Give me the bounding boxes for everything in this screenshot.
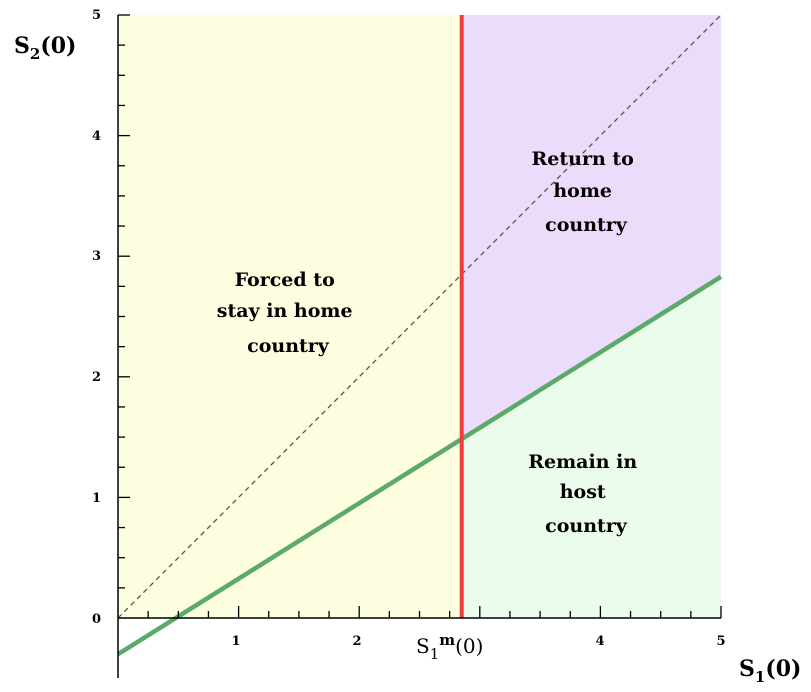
y-axis-title: S2(0) [14,33,76,63]
y-tick-label: 4 [92,129,101,144]
x-axis-title: S1(0) [739,656,801,686]
region-label-forced-to-stay: Forced to stay in home country [217,269,359,357]
x-tick-label: 1 [231,634,240,649]
axes [117,14,722,678]
y-tick-label: 1 [92,491,101,506]
y-tick-label: 5 [92,8,101,23]
region-return-home [461,15,721,440]
threshold-label: S1m(0) [416,631,483,663]
x-tick-label: 5 [716,634,725,649]
region-forced-to-stay [118,15,462,618]
x-tick-label: 2 [352,634,361,649]
x-tick-marks [147,606,722,618]
x-tick-label: 4 [595,634,604,649]
return-boundary-line [116,274,723,657]
y-tick-label: 0 [92,612,101,627]
y-tick-marks [118,14,130,589]
diagonal-45-degree-line [117,14,722,619]
region-remain-in-host [461,276,721,618]
y-tick-label: 3 [92,249,101,264]
region-label-remain-in-host: Remain in host country [528,451,644,537]
y-tick-label: 2 [92,370,101,385]
region-label-return-home: Return to home country [532,148,641,236]
